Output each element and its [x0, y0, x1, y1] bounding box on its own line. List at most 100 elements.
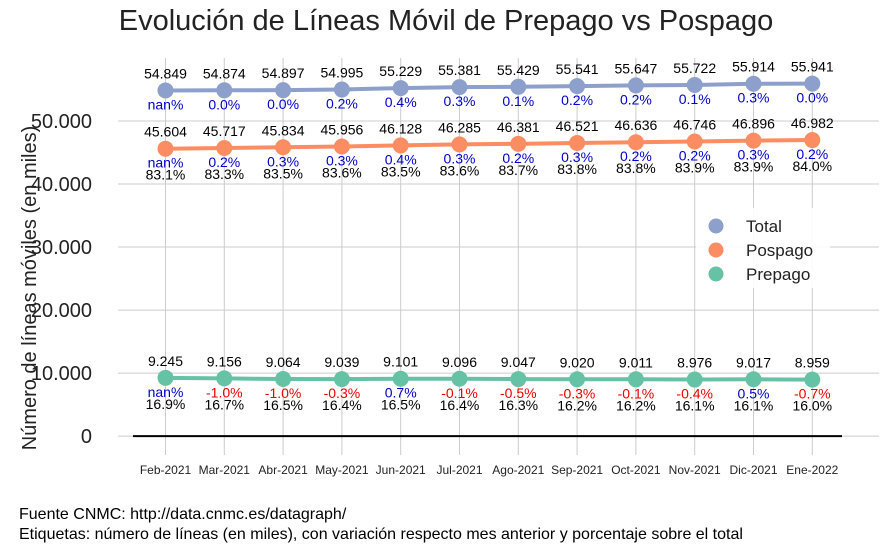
- share-label: 83.9%: [734, 159, 774, 175]
- value-label: 46.381: [497, 119, 540, 135]
- change-label: 0.4%: [385, 94, 417, 110]
- change-label: 0.4%: [385, 151, 417, 167]
- data-point: [627, 371, 644, 388]
- data-point: [333, 371, 350, 388]
- data-point: [804, 371, 821, 388]
- value-label: 55.429: [497, 62, 540, 78]
- data-point: [451, 370, 468, 387]
- series-prepago: 9.245nan%16.9%9.156-1.0%16.7%9.064-1.0%1…: [146, 353, 833, 414]
- share-label: 16.4%: [440, 397, 480, 413]
- change-label: -0.3%: [324, 385, 361, 401]
- value-label: 45.717: [203, 123, 246, 139]
- chart-title: Evolución de Líneas Móvil de Prepago vs …: [119, 5, 774, 37]
- value-label: 46.128: [379, 120, 422, 136]
- data-point: [157, 140, 174, 157]
- value-label: 46.636: [614, 117, 657, 133]
- share-label: 83.5%: [381, 163, 421, 179]
- data-point: [333, 138, 350, 155]
- value-label: 45.604: [144, 124, 187, 140]
- footer-source: Fuente CNMC: http://data.cnmc.es/datagra…: [19, 506, 347, 523]
- value-label: 8.976: [677, 355, 712, 371]
- legend-marker: [708, 242, 724, 258]
- value-label: 55.229: [379, 63, 422, 79]
- x-axis: Feb-2021 Mar-2021 Abr-2021 May-2021 Jun-2021…: [140, 463, 839, 477]
- change-label: 0.0%: [267, 96, 299, 112]
- legend-label: Pospago: [746, 241, 813, 260]
- value-label: 46.521: [556, 118, 599, 134]
- share-label: 16.2%: [557, 397, 597, 413]
- series-line: [165, 81, 813, 93]
- x-tick-label: May-2021: [315, 463, 369, 477]
- value-label: 45.834: [262, 122, 305, 138]
- data-point: [569, 78, 586, 95]
- value-label: 9.017: [736, 354, 771, 370]
- legend: Total Pospago Prepago: [696, 208, 830, 288]
- data-point: [275, 82, 292, 99]
- data-point: [804, 132, 821, 149]
- data-point: [804, 75, 821, 92]
- change-label: 0.1%: [502, 93, 534, 109]
- y-tick-label: 30.000: [31, 237, 92, 259]
- change-label: 0.3%: [326, 152, 358, 168]
- share-label: 83.5%: [263, 165, 303, 181]
- change-label: -0.4%: [676, 386, 713, 402]
- share-label: 83.9%: [675, 160, 715, 176]
- change-label: -1.0%: [206, 384, 243, 400]
- value-label: 54.897: [262, 65, 305, 81]
- y-tick-label: 20.000: [31, 300, 92, 322]
- share-label: 16.5%: [263, 397, 303, 413]
- change-label: -0.5%: [500, 385, 537, 401]
- value-label: 8.959: [795, 355, 830, 371]
- legend-marker: [708, 218, 724, 234]
- data-point: [216, 82, 233, 99]
- data-point: [451, 79, 468, 96]
- legend-label: Total: [746, 217, 782, 236]
- value-label: 46.896: [732, 116, 775, 132]
- change-label: -0.1%: [441, 385, 478, 401]
- share-label: 16.9%: [146, 396, 186, 412]
- change-label: 0.3%: [738, 147, 770, 163]
- value-label: 54.849: [144, 65, 187, 81]
- share-label: 83.7%: [498, 162, 538, 178]
- x-tick-label: Jun-2021: [376, 463, 426, 477]
- y-axis: 0 10.000 20.000 30.000 40.000 50.000: [31, 111, 92, 448]
- x-tick-label: Ene-2022: [786, 463, 838, 477]
- x-tick-label: Dic-2021: [729, 463, 777, 477]
- y-tick-label: 0: [81, 426, 92, 448]
- x-tick-label: Mar-2021: [199, 463, 251, 477]
- x-tick-label: Feb-2021: [140, 463, 192, 477]
- change-label: -0.7%: [794, 386, 831, 402]
- change-label: 0.2%: [326, 96, 358, 112]
- series-group: 54.849 nan% 54.874 0.0% 54.897 0.0% 54.995 0.2%…: [144, 59, 834, 414]
- x-tick-label: Ago-2021: [492, 463, 544, 477]
- data-point: [745, 371, 762, 388]
- x-tick-label: Abr-2021: [258, 463, 308, 477]
- change-label: 0.0%: [208, 96, 240, 112]
- data-point: [392, 370, 409, 387]
- y-axis-label: Número de líneas móviles (en miles): [19, 126, 41, 451]
- data-point: [510, 78, 527, 95]
- change-label: -0.1%: [618, 385, 655, 401]
- line-chart: Evolución de Líneas Móvil de Prepago vs …: [19, 5, 879, 477]
- x-tick-label: Oct-2021: [611, 463, 661, 477]
- data-point: [392, 137, 409, 154]
- data-point: [686, 371, 703, 388]
- value-label: 9.101: [383, 354, 418, 370]
- y-tick-label: 50.000: [31, 111, 92, 133]
- value-label: 9.047: [501, 354, 536, 370]
- data-point: [510, 135, 527, 152]
- change-label: 0.2%: [620, 148, 652, 164]
- data-point: [510, 371, 527, 388]
- value-label: 55.541: [556, 61, 599, 77]
- data-point: [627, 134, 644, 151]
- value-label: 45.956: [320, 121, 363, 137]
- x-tick-label: Sep-2021: [551, 463, 603, 477]
- share-label: 16.5%: [381, 397, 421, 413]
- value-label: 9.020: [560, 354, 595, 370]
- value-label: 9.039: [324, 354, 359, 370]
- change-label: nan%: [148, 155, 184, 171]
- change-label: 0.3%: [561, 149, 593, 165]
- share-label: 83.3%: [204, 166, 244, 182]
- value-label: 46.746: [673, 117, 716, 133]
- value-label: 55.914: [732, 59, 775, 75]
